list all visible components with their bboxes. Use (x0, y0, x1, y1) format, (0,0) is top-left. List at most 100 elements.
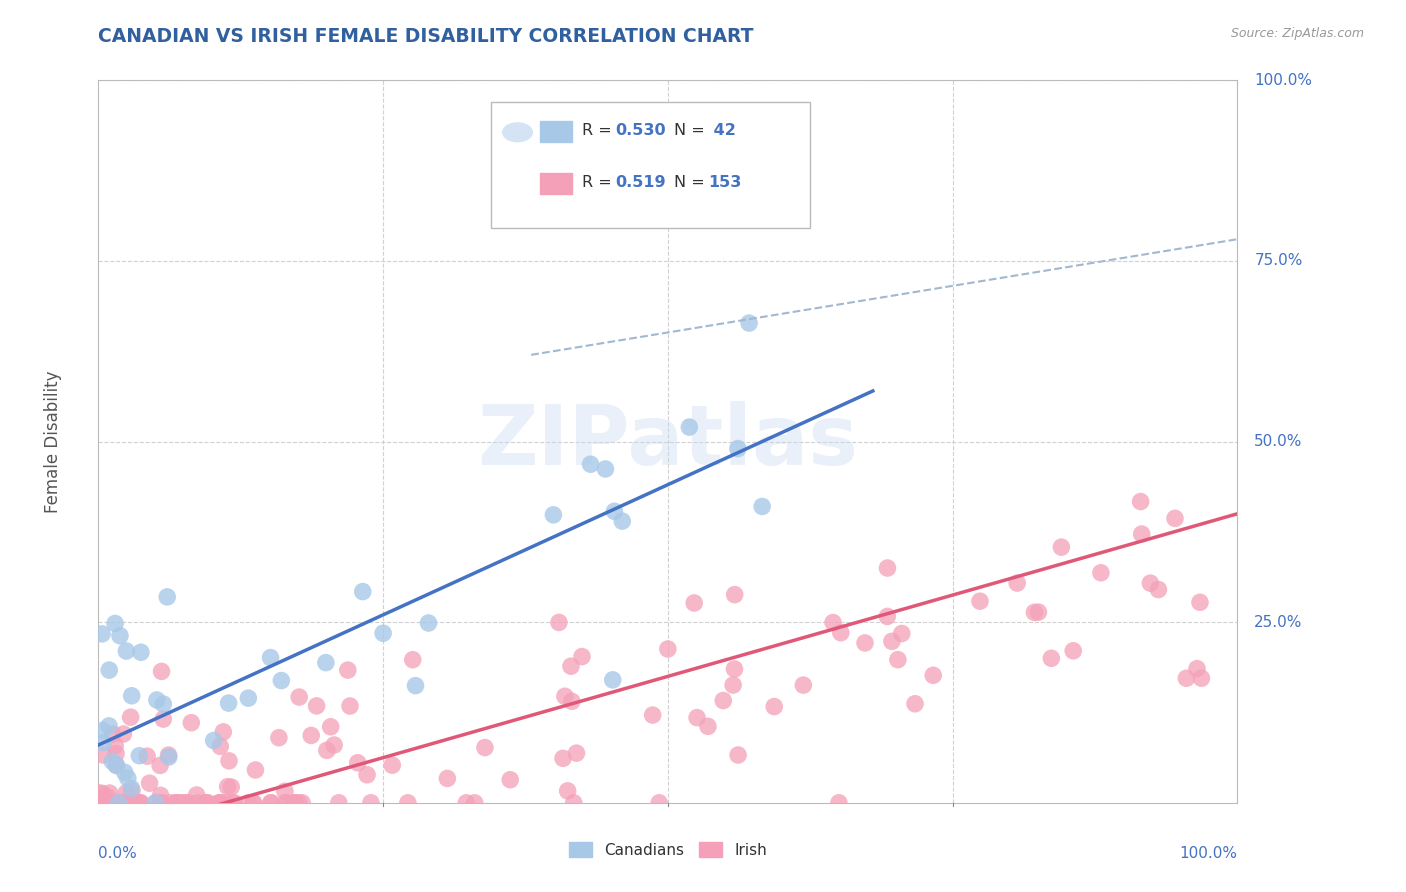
Point (1130, 527, 1153, 541)
Point (969, 594, 991, 608)
Point (117, 771, 139, 785)
Point (101, 796, 124, 810)
Point (474, 740, 496, 755)
Text: 153: 153 (707, 176, 741, 190)
Point (195, 796, 218, 810)
Point (396, 796, 419, 810)
Point (890, 626, 912, 640)
Point (1050, 540, 1073, 554)
Point (274, 796, 297, 810)
Point (157, 750, 180, 764)
Point (288, 796, 311, 810)
Point (159, 796, 181, 810)
Point (1024, 605, 1046, 619)
Point (571, 649, 593, 664)
Point (89, 796, 111, 810)
FancyBboxPatch shape (491, 102, 810, 228)
Point (121, 689, 143, 703)
Text: N =: N = (673, 123, 710, 138)
Point (418, 615, 440, 630)
Point (657, 642, 679, 657)
Text: Female Disability: Female Disability (44, 370, 62, 513)
Point (270, 673, 292, 688)
Point (1164, 511, 1187, 525)
Text: 100.0%: 100.0% (1180, 847, 1237, 861)
Point (209, 796, 232, 810)
Point (105, 757, 128, 772)
Point (111, 796, 134, 810)
Point (214, 796, 236, 810)
Point (711, 693, 734, 707)
Point (117, 796, 139, 810)
Point (165, 796, 187, 810)
Point (173, 796, 195, 810)
Point (381, 758, 404, 772)
Point (108, 796, 131, 810)
Point (291, 796, 314, 810)
Text: 42: 42 (707, 123, 735, 138)
Point (880, 634, 903, 648)
Point (129, 796, 152, 810)
Point (565, 746, 588, 760)
Point (104, 616, 127, 631)
Point (108, 629, 131, 643)
Point (108, 796, 131, 810)
Point (1005, 576, 1028, 591)
Point (1129, 494, 1152, 508)
Point (98, 719, 121, 733)
Point (122, 796, 145, 810)
Point (174, 796, 197, 810)
Point (208, 796, 231, 810)
Point (554, 690, 576, 704)
Point (105, 747, 128, 761)
Point (274, 784, 297, 798)
Point (242, 796, 264, 810)
Point (105, 796, 128, 810)
Point (260, 796, 283, 810)
Point (371, 626, 394, 640)
Point (346, 756, 368, 770)
Point (259, 650, 281, 665)
Point (328, 796, 350, 810)
Point (323, 738, 346, 752)
Point (1040, 651, 1063, 665)
Point (724, 588, 747, 602)
Point (904, 697, 927, 711)
Circle shape (503, 123, 533, 142)
Point (499, 772, 522, 787)
Point (194, 796, 217, 810)
Point (1139, 576, 1161, 591)
Point (436, 772, 458, 786)
Point (150, 665, 173, 679)
Point (146, 693, 169, 707)
Point (1062, 644, 1084, 658)
Point (551, 751, 574, 765)
Text: ZIPatlas: ZIPatlas (478, 401, 858, 482)
Point (218, 696, 240, 710)
Point (170, 796, 193, 810)
Point (157, 747, 180, 762)
Point (115, 786, 138, 800)
Point (299, 728, 322, 742)
Bar (540, 173, 572, 194)
Point (686, 711, 709, 725)
Point (464, 796, 486, 810)
Point (91, 723, 114, 738)
Point (721, 678, 744, 692)
Point (319, 720, 342, 734)
Point (315, 743, 337, 757)
Point (1185, 662, 1208, 676)
Point (336, 663, 359, 677)
Point (612, 514, 634, 528)
Point (245, 763, 267, 777)
Point (149, 789, 172, 803)
Point (152, 697, 174, 711)
Point (120, 796, 142, 810)
Point (104, 739, 127, 753)
Bar (540, 121, 572, 142)
Point (405, 679, 427, 693)
Point (242, 796, 264, 810)
Text: R =: R = (582, 123, 617, 138)
Point (218, 754, 240, 768)
Point (648, 796, 671, 810)
